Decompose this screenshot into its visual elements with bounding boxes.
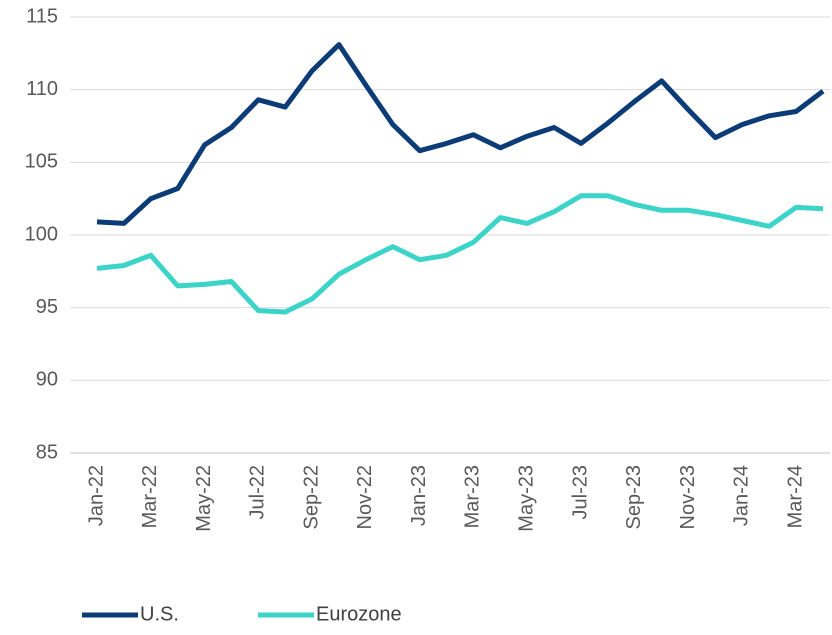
line-series (96, 193, 824, 315)
x-tick-label: Jan-22 (85, 465, 107, 526)
y-tick-label: 90 (36, 369, 58, 391)
x-tick-label: Nov-22 (354, 465, 376, 529)
y-tick-label: 85 (36, 441, 58, 463)
x-tick-label: Jul-23 (569, 465, 591, 519)
x-tick-label: Jan-24 (731, 465, 753, 526)
x-tick-label: May-22 (193, 465, 215, 532)
x-tick-label: Mar-24 (784, 465, 806, 528)
x-tick-label: Mar-22 (139, 465, 161, 528)
x-tick-label: Sep-22 (300, 465, 322, 530)
x-tick-label: Nov-23 (677, 465, 699, 529)
x-tick-label: Jan-23 (408, 465, 430, 526)
line-series (96, 42, 825, 226)
y-tick-label: 105 (25, 151, 58, 173)
x-tick-label: Sep-23 (623, 465, 645, 530)
legend-label: Eurozone (316, 603, 402, 625)
y-tick-label: 110 (26, 78, 58, 100)
legend-label: U.S. (140, 603, 179, 625)
y-tick-label: 100 (25, 223, 58, 245)
x-tick-label: Mar-23 (462, 465, 484, 528)
y-tick-label: 115 (26, 5, 58, 27)
x-tick-label: May-23 (516, 465, 538, 532)
x-tick-label: Jul-22 (247, 465, 269, 519)
y-tick-label: 95 (36, 296, 58, 318)
